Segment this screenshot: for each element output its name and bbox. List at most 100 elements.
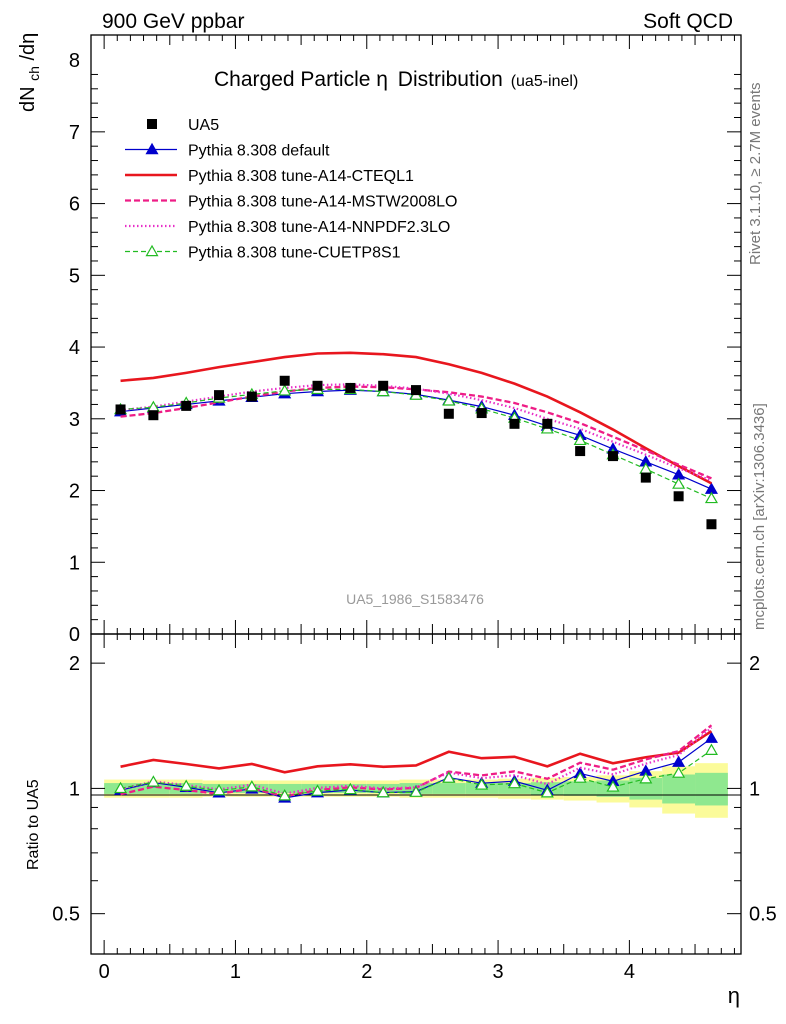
- chart-title-rest: Distribution: [398, 68, 503, 91]
- chart-title: Charged Particle η Distribution (ua5-ine…: [214, 68, 578, 91]
- x-axis-label: η: [728, 983, 740, 1008]
- series-line-2: [120, 385, 712, 480]
- y-axis-label-sub: ch: [26, 66, 42, 81]
- chart-title-sub: (ua5-inel): [511, 73, 579, 90]
- ratio-band-inner: [662, 774, 696, 804]
- ratio-4-marker: [343, 782, 357, 795]
- ratio-4-marker: [310, 784, 325, 796]
- legend-marker: [145, 142, 159, 155]
- y-axis-label-tail: /dη: [17, 33, 39, 61]
- ratio-band-inner: [498, 783, 531, 794]
- ratio-line-1: [120, 730, 713, 774]
- data-point: [279, 375, 290, 386]
- data-point: [246, 391, 257, 402]
- series-4-marker: [278, 384, 292, 396]
- ratio-4-marker: [606, 780, 620, 792]
- ratio-4-marker: [573, 771, 587, 783]
- legend-marker-data: [147, 119, 157, 129]
- legend-label: Pythia 8.308 tune-A14-MSTW2008LO: [188, 194, 457, 211]
- ratio-4-marker: [540, 786, 554, 798]
- data-point: [607, 451, 618, 462]
- y-tick-label: 3: [69, 409, 80, 431]
- data-point: [575, 446, 586, 457]
- ratio-line-3: [120, 726, 713, 795]
- series-4-marker: [704, 491, 718, 504]
- legend-label: Pythia 8.308 tune-A14-CTEQL1: [188, 168, 414, 185]
- data-point: [378, 380, 389, 391]
- main-panel: UA5_1986_S1583476 0 1 2 3 4 5 6 7 8 Charged Part…: [17, 33, 742, 646]
- ratio-4-marker: [507, 776, 522, 789]
- ratio-4-marker: [672, 766, 686, 778]
- data-point: [181, 400, 192, 411]
- y-tick-label: 0: [69, 624, 80, 646]
- legend-label: UA5: [188, 117, 219, 134]
- data-point: [706, 519, 717, 530]
- ratio-tick-label-right: 0.5: [749, 904, 777, 926]
- ratio-4-marker: [278, 789, 292, 801]
- ratio-tick-label: 1: [69, 778, 80, 800]
- mcplots-label: mcplots.cern.ch [arXiv:1306.3436]: [751, 403, 768, 630]
- x-tick-label: 3: [493, 961, 504, 983]
- x-tick-label: 2: [361, 961, 372, 983]
- ratio-band-inner: [268, 783, 302, 793]
- y-tick-label: 7: [69, 122, 80, 144]
- y-tick-label: 2: [69, 481, 80, 503]
- y-tick-label: 5: [69, 265, 80, 287]
- ratio-band-inner: [136, 783, 170, 794]
- category-label: Soft QCD: [643, 10, 733, 33]
- chart-watermark: UA5_1986_S1583476: [346, 591, 484, 607]
- ratio-band-inner: [432, 783, 466, 794]
- legend-label: Pythia 8.308 default: [188, 143, 330, 160]
- data-point: [214, 390, 225, 401]
- energy-label: 900 GeV ppbar: [102, 10, 244, 33]
- y-tick-label: 1: [69, 552, 80, 574]
- data-point: [640, 472, 651, 483]
- ratio-4-marker: [409, 785, 423, 797]
- ratio-4-marker: [114, 781, 128, 794]
- ratio-band-inner: [629, 777, 663, 800]
- rivet-label: Rivet 3.1.10, ≥ 2.7M events: [747, 83, 764, 266]
- ratio-4-marker: [376, 785, 390, 798]
- legend: UA5 Pythia 8.308 default Pythia 8.308 tune…: [125, 117, 457, 262]
- legend-label: Pythia 8.308 tune-A14-NNPDF2.3LO: [188, 219, 450, 236]
- data-point: [148, 410, 159, 421]
- ratio-0-marker: [704, 731, 718, 743]
- y-axis-label: dN ch /dη: [17, 33, 44, 112]
- ratio-4-marker: [179, 779, 193, 791]
- ratio-4-marker: [475, 778, 489, 790]
- data-point: [673, 491, 684, 502]
- ratio-4-marker: [212, 783, 226, 796]
- y-tick-label: 8: [69, 50, 80, 72]
- ratio-4-marker: [704, 743, 718, 755]
- ratio-band-inner: [695, 772, 728, 806]
- ratio-panel: 0.5 0.5 1 1 2 2 Ratio to UA5: [25, 633, 777, 955]
- series-4-marker: [672, 477, 686, 489]
- series-4-marker: [573, 433, 587, 446]
- ratio-tick-label: 0.5: [52, 904, 80, 926]
- ratio-tick-label-right: 1: [749, 778, 760, 800]
- series-4-marker: [442, 394, 456, 406]
- ratio-tick-label-right: 2: [749, 653, 760, 675]
- ratio-frame: [90, 633, 742, 955]
- data-point: [542, 418, 553, 429]
- legend-marker: [145, 244, 159, 257]
- legend-label: Pythia 8.308 tune-CUETP8S1: [188, 245, 401, 262]
- y-tick-label: 6: [69, 194, 80, 216]
- series-4-marker: [376, 384, 390, 397]
- x-tick-label: 4: [624, 961, 635, 983]
- chart-title-symbol: η: [376, 68, 388, 91]
- x-tick-label: 0: [99, 961, 110, 983]
- ratio-tick-label: 2: [69, 653, 80, 675]
- data-point: [509, 418, 520, 429]
- y-tick-label: 4: [69, 337, 80, 359]
- ratio-4-marker: [245, 780, 259, 792]
- series-line-1: [120, 351, 713, 485]
- data-point: [312, 380, 323, 391]
- ratio-4-marker: [442, 771, 456, 783]
- ratio-4-marker: [639, 772, 653, 784]
- data-point: [345, 382, 356, 393]
- ratio-4-marker: [146, 775, 160, 787]
- x-tick-label: 1: [230, 961, 241, 983]
- ratio-0-marker: [672, 755, 686, 767]
